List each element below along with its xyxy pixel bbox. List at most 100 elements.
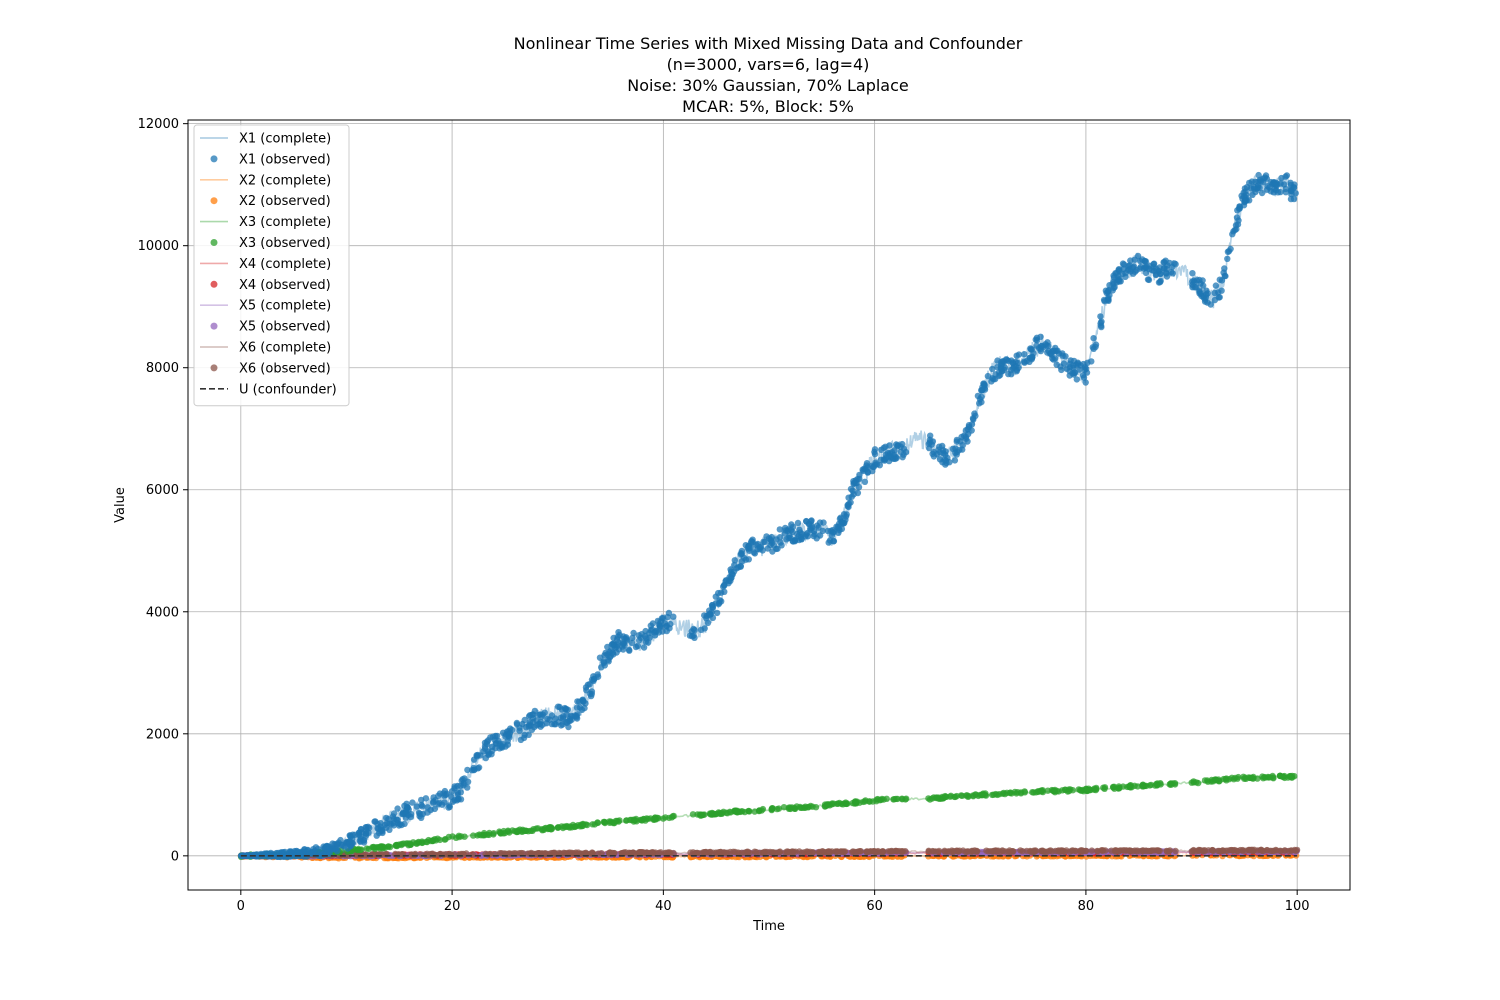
observed-point [563, 719, 570, 726]
observed-point [572, 823, 579, 830]
observed-point [598, 850, 605, 857]
observed-point [470, 832, 477, 839]
observed-point [1196, 276, 1203, 284]
observed-point [474, 751, 481, 759]
observed-point [415, 809, 423, 817]
observed-point [855, 483, 863, 491]
observed-point [363, 845, 370, 852]
observed-point [902, 796, 909, 803]
legend-entry: X4 (observed) [210, 278, 331, 293]
y-tick-label: 6000 [146, 483, 179, 498]
observed-point [423, 838, 430, 845]
observed-point [605, 658, 612, 665]
observed-point [792, 536, 799, 543]
observed-point [963, 792, 970, 799]
observed-point [976, 791, 984, 799]
observed-point [971, 848, 979, 855]
observed-point [460, 782, 467, 789]
observed-point [600, 818, 607, 826]
observed-point [691, 626, 698, 634]
observed-point [1009, 359, 1017, 366]
observed-point [761, 538, 768, 546]
title-line-2: (n=3000, vars=6, lag=4) [667, 55, 870, 74]
observed-point [250, 851, 258, 858]
y-tick-label: 8000 [146, 361, 179, 376]
observed-point [377, 826, 385, 833]
observed-point [1134, 783, 1141, 790]
observed-point [1249, 191, 1256, 198]
observed-point [926, 444, 933, 452]
x-tick-label: 80 [1078, 899, 1095, 914]
observed-point [418, 796, 425, 804]
observed-point [1088, 847, 1096, 854]
x-tick-label: 0 [237, 899, 245, 914]
observed-point [1200, 294, 1207, 301]
observed-point [1279, 773, 1287, 780]
observed-point [929, 450, 936, 457]
observed-point [891, 452, 898, 459]
legend-entry: X4 (complete) [200, 257, 331, 272]
observed-point [1039, 788, 1047, 796]
observed-point [525, 731, 532, 738]
observed-point [612, 817, 620, 825]
observed-point [1212, 776, 1220, 783]
observed-point [1259, 773, 1266, 780]
observed-point [1156, 278, 1164, 286]
observed-point [646, 629, 653, 637]
observed-point [856, 475, 863, 483]
observed-point [333, 841, 340, 848]
observed-point [1233, 214, 1241, 221]
observed-point [608, 641, 616, 648]
observed-point [885, 457, 893, 465]
observed-point [1019, 848, 1026, 855]
observed-point [419, 803, 426, 810]
observed-point [819, 848, 826, 855]
observed-point [1156, 270, 1164, 277]
observed-point [573, 704, 581, 711]
observed-point [1172, 847, 1179, 855]
observed-point [1162, 257, 1169, 264]
observed-point [1243, 184, 1251, 191]
observed-point [1139, 783, 1146, 790]
observed-point [485, 751, 492, 759]
observed-point [1258, 189, 1266, 197]
observed-point [1216, 847, 1223, 855]
observed-point [978, 398, 985, 406]
observed-point [650, 816, 658, 823]
observed-point [317, 852, 324, 860]
observed-point [1134, 847, 1141, 854]
observed-point [1080, 372, 1087, 379]
observed-point [962, 435, 970, 442]
observed-point [687, 849, 694, 856]
observed-point [852, 799, 860, 807]
observed-point [1152, 782, 1159, 789]
observed-point [506, 732, 513, 739]
observed-point [372, 818, 379, 825]
observed-point [874, 795, 881, 803]
observed-point [713, 609, 721, 617]
observed-point [1165, 848, 1173, 855]
observed-point [470, 766, 478, 774]
observed-point [1212, 282, 1220, 289]
observed-point [1007, 848, 1014, 856]
legend-entry: X6 (complete) [200, 341, 331, 356]
y-tick-label: 0 [171, 849, 179, 864]
observed-point [513, 828, 520, 836]
observed-point [1191, 284, 1199, 291]
observed-point [994, 791, 1001, 799]
observed-point [748, 537, 755, 545]
observed-point [888, 847, 895, 855]
observed-point [964, 426, 971, 433]
observed-point [1201, 777, 1209, 784]
observed-point [866, 798, 873, 805]
observed-point [1072, 847, 1079, 855]
series-x1-complete-line [240, 172, 1298, 859]
observed-point [481, 743, 489, 750]
observed-point [836, 526, 843, 534]
observed-point [554, 703, 562, 710]
observed-point [808, 518, 815, 525]
observed-point [647, 622, 654, 629]
observed-point [981, 382, 988, 389]
legend-label: X5 (complete) [239, 299, 331, 314]
